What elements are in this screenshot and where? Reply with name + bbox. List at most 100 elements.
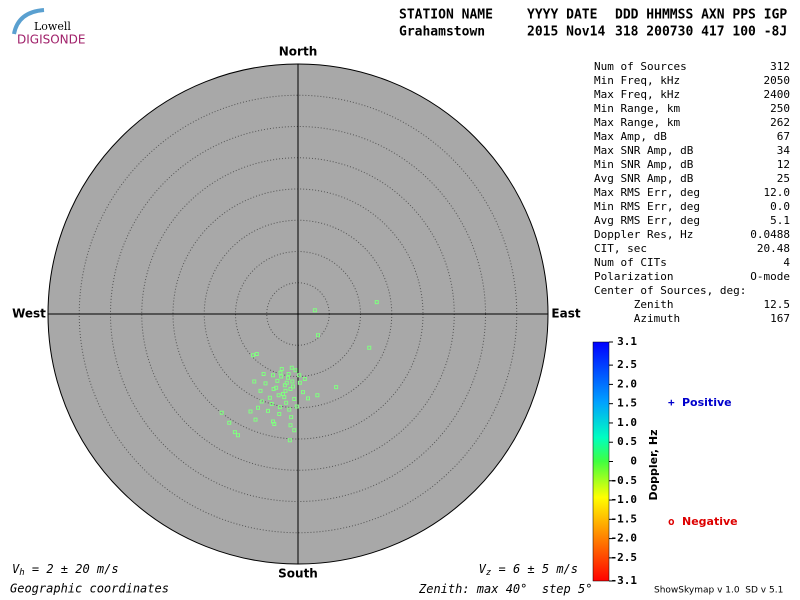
stat-label: Center of Sources, deg:: [594, 284, 746, 297]
header-label: STATION NAME: [399, 8, 493, 23]
source-point: [292, 397, 297, 401]
stat-label: CIT, sec: [594, 242, 647, 255]
stat-value: 34: [777, 144, 791, 157]
source-point: [279, 374, 284, 379]
velocity-vz: Vz = 6 ± 5 m/s: [479, 562, 578, 578]
source-point: [251, 353, 255, 358]
stat-label: Max SNR Amp, dB: [594, 144, 694, 157]
source-point: [374, 300, 379, 305]
stat-label: Max Freq, kHz: [594, 88, 680, 101]
source-point: [248, 409, 253, 414]
velocity-symbol: V: [12, 562, 20, 576]
colorbar-tick-label: 0: [630, 455, 637, 468]
stat-value: 12.5: [764, 298, 791, 311]
source-point: [279, 367, 284, 371]
source-point: [367, 345, 372, 350]
colorbar-tick-label: -0.5: [611, 474, 638, 487]
stat-value: 4: [783, 256, 790, 269]
source-point: [276, 393, 281, 398]
source-point: [259, 399, 264, 404]
logo-line2: DIGISONDE: [17, 33, 85, 47]
stat-value: 25: [777, 172, 790, 185]
source-point: [290, 379, 295, 384]
source-point: [301, 390, 305, 395]
source-point: [288, 387, 293, 391]
source-point: [283, 388, 288, 393]
stat-label: Zenith: [594, 298, 673, 311]
stat-value: 5.1: [770, 214, 790, 227]
stat-value: 250: [770, 102, 790, 115]
stat-value: 67: [777, 130, 790, 143]
source-point: [258, 388, 263, 393]
colorbar-tick-label: 3.1: [617, 335, 637, 348]
source-point: [277, 405, 282, 410]
source-point: [274, 385, 279, 390]
version: ShowSkymap v 1.0 SD v 5.1: [654, 586, 783, 596]
stat-label: Avg SNR Amp, dB: [594, 172, 694, 185]
source-point: [256, 405, 260, 410]
colorbar-tick-label: -3.1: [611, 574, 638, 587]
stat-value: 20.48: [757, 242, 790, 255]
velocity-subscript: z: [486, 568, 491, 578]
colorbar-tick-label: -1.0: [611, 493, 638, 506]
stat-label: Max Amp, dB: [594, 130, 667, 143]
stat-value: 0.0: [770, 200, 790, 213]
colorbar-tick-label: 2.5: [617, 358, 637, 371]
degree: °: [520, 582, 527, 596]
source-point: [289, 365, 294, 370]
source-point: [316, 333, 320, 338]
source-point: [252, 379, 257, 384]
colorbar-tick-label: 2.0: [617, 377, 637, 390]
step-label: step: [527, 582, 578, 596]
stat-label: Max RMS Err, deg: [594, 186, 700, 199]
source-point: [267, 395, 272, 400]
velocity-subscript: h: [19, 568, 24, 578]
source-point: [254, 352, 259, 356]
source-point: [232, 430, 237, 435]
source-point: [297, 373, 302, 378]
source-point: [275, 378, 280, 383]
stat-value: 0.0488: [750, 228, 790, 241]
source-point: [271, 419, 275, 424]
velocity-text: = 6 ± 5 m/s: [491, 562, 578, 576]
source-point: [302, 377, 307, 381]
source-point: [282, 395, 287, 400]
source-point: [277, 412, 282, 416]
source-point: [278, 370, 283, 375]
source-point: [287, 438, 292, 443]
source-point: [266, 408, 270, 413]
source-point: [292, 428, 297, 433]
colorbar-tick-label: 0.5: [617, 435, 637, 448]
header-value: 2015 Nov14: [527, 25, 605, 40]
velocity-text: = 2 ± 20 m/s: [25, 562, 119, 576]
source-point: [269, 402, 274, 406]
header-label: DDD HHMMSS AXN PPS IGP: [615, 8, 787, 23]
colorbar-tick-label: -2.0: [611, 532, 638, 545]
source-point: [312, 308, 317, 313]
source-point: [271, 373, 275, 378]
source-point: [294, 404, 299, 409]
zenith-max: 40: [506, 582, 520, 596]
stat-label: Num of CITs: [594, 256, 667, 269]
stat-label: Doppler Res, Hz: [594, 228, 693, 241]
header-label: YYYY DATE: [527, 8, 597, 23]
source-point: [263, 381, 268, 386]
velocity-vh: Vh = 2 ± 20 m/s: [12, 562, 119, 578]
stat-label: Azimuth: [594, 312, 680, 325]
source-point: [286, 375, 290, 380]
stat-value: 2050: [764, 74, 791, 87]
source-point: [291, 384, 295, 389]
zenith-info: Zenith: max 40° step 5°: [418, 582, 592, 596]
logo-line1: Lowell: [34, 20, 71, 33]
east-label: East: [551, 307, 580, 321]
source-point: [297, 380, 302, 385]
source-point: [284, 400, 289, 405]
south-label: South: [278, 567, 318, 581]
source-point: [289, 415, 294, 420]
legend-name: Negative: [682, 515, 738, 528]
stat-value: 312: [770, 60, 790, 73]
colorbar-tick-label: -2.5: [611, 551, 638, 564]
stat-label: Min SNR Amp, dB: [594, 158, 694, 171]
stat-value: 2400: [764, 88, 791, 101]
